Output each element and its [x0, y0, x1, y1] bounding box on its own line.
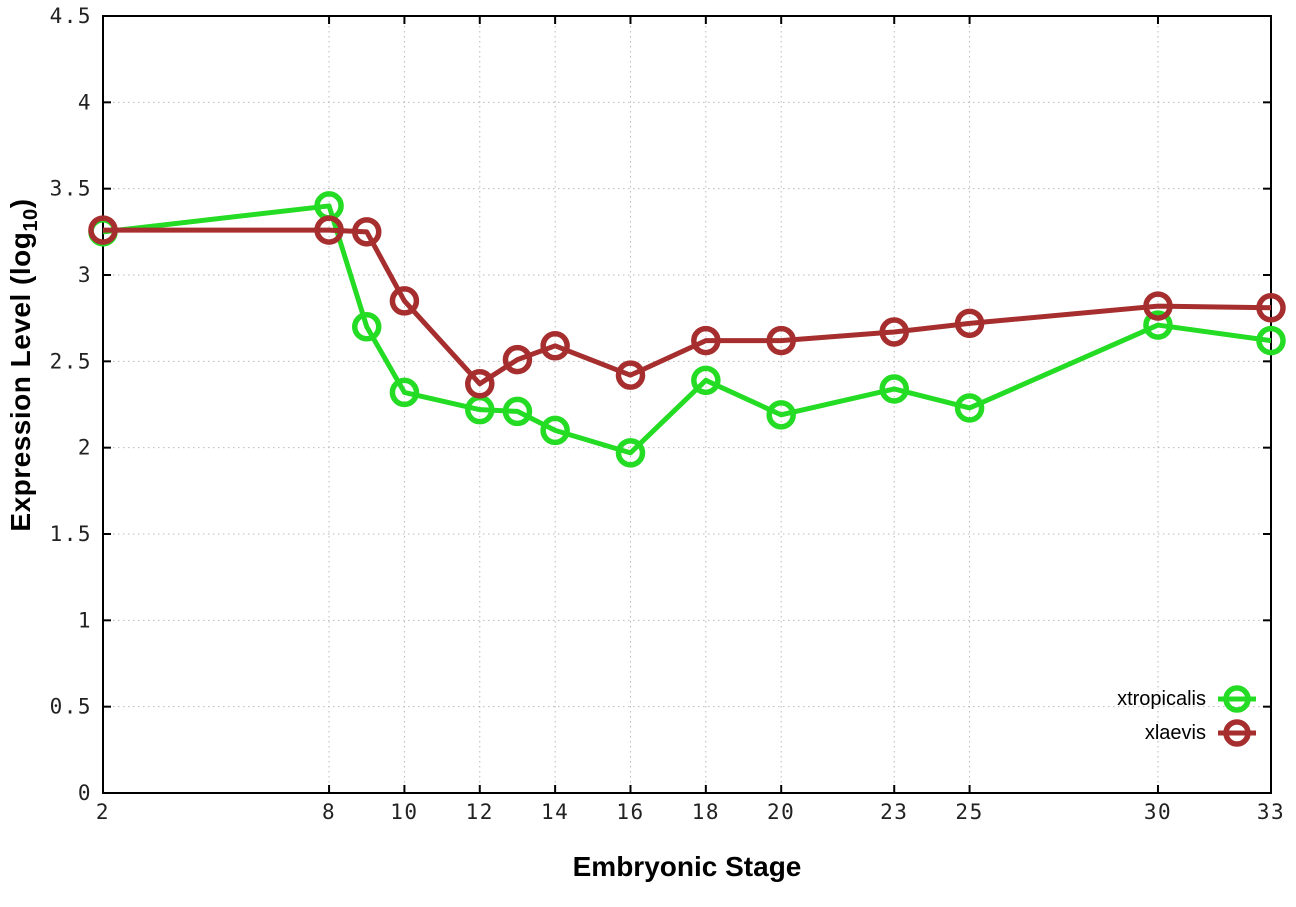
- y-tick-label: 1.5: [50, 522, 92, 546]
- x-tick-label: 33: [1257, 800, 1285, 824]
- y-axis-title-subscript: 10: [19, 208, 42, 232]
- data-point-xlaevis: [1256, 293, 1286, 323]
- y-tick-label: 2: [78, 436, 92, 460]
- y-tick-label: 0: [78, 781, 92, 805]
- data-point-xtropicalis: [1256, 325, 1286, 356]
- y-axis-title: Expression Level (log10): [5, 198, 43, 531]
- legend-item-xtropicalis: xtropicalis: [1117, 683, 1258, 715]
- y-axis-title-text: Expression Level (log: [5, 231, 37, 532]
- x-tick-label: 10: [390, 800, 418, 824]
- data-point-xlaevis: [465, 369, 495, 399]
- y-tick-label: 1: [78, 608, 92, 632]
- y-tick-label: 3.5: [50, 177, 92, 201]
- x-tick-label: 8: [322, 800, 336, 824]
- data-point-xlaevis: [766, 325, 796, 356]
- data-point-xlaevis: [954, 308, 985, 339]
- data-point-xlaevis: [879, 317, 909, 347]
- legend-item-xlaevis: xlaevis: [1117, 717, 1258, 749]
- legend-marker-xlaevis: [1218, 719, 1256, 747]
- x-tick-label: 23: [880, 800, 908, 824]
- legend-marker-xtropicalis: [1218, 685, 1256, 713]
- series-line-xtropicalis: [102, 203, 1272, 456]
- data-point-xlaevis: [351, 217, 382, 247]
- plot-border: [102, 15, 1272, 794]
- data-point-xlaevis: [314, 215, 344, 245]
- y-tick-label: 2.5: [50, 349, 92, 373]
- data-point-xtropicalis: [351, 312, 382, 342]
- data-point-xtropicalis: [879, 374, 909, 404]
- data-point-xlaevis: [540, 331, 570, 361]
- x-tick-label: 20: [767, 800, 795, 824]
- x-tick-label: 14: [541, 800, 569, 824]
- data-point-xlaevis: [389, 286, 420, 316]
- data-point-xtropicalis: [766, 400, 796, 430]
- legend-label: xtropicalis: [1117, 687, 1206, 710]
- data-point-xtropicalis: [615, 438, 646, 468]
- x-tick-label: 18: [692, 800, 720, 824]
- x-tick-label: 25: [955, 800, 983, 824]
- data-point-xtropicalis: [1143, 310, 1173, 340]
- x-tick-label: 16: [616, 800, 644, 824]
- series-line-xlaevis: [103, 227, 1272, 387]
- y-tick-label: 0.5: [50, 695, 92, 719]
- legend-label: xlaevis: [1144, 721, 1206, 744]
- data-point-xlaevis: [1143, 291, 1173, 321]
- data-point-xlaevis: [615, 360, 646, 390]
- data-point-xtropicalis: [502, 396, 533, 427]
- y-tick-label: 3: [78, 263, 92, 287]
- data-point-xtropicalis: [389, 377, 420, 408]
- data-point-xlaevis: [502, 344, 533, 375]
- data-point-xtropicalis: [540, 415, 570, 446]
- y-tick-label: 4.5: [50, 4, 92, 28]
- y-tick-label: 4: [78, 90, 92, 114]
- x-tick-label: 12: [466, 800, 494, 824]
- x-tick-label: 30: [1144, 800, 1172, 824]
- data-point-xtropicalis: [691, 365, 721, 396]
- y-axis-title-close: ): [5, 198, 37, 209]
- x-tick-label: 2: [96, 800, 110, 824]
- data-point-xlaevis: [691, 325, 721, 356]
- legend: xtropicalis xlaevis: [1117, 683, 1258, 749]
- x-axis-title: Embryonic Stage: [572, 851, 802, 882]
- data-point-xlaevis: [88, 215, 118, 245]
- data-point-xtropicalis: [954, 393, 985, 423]
